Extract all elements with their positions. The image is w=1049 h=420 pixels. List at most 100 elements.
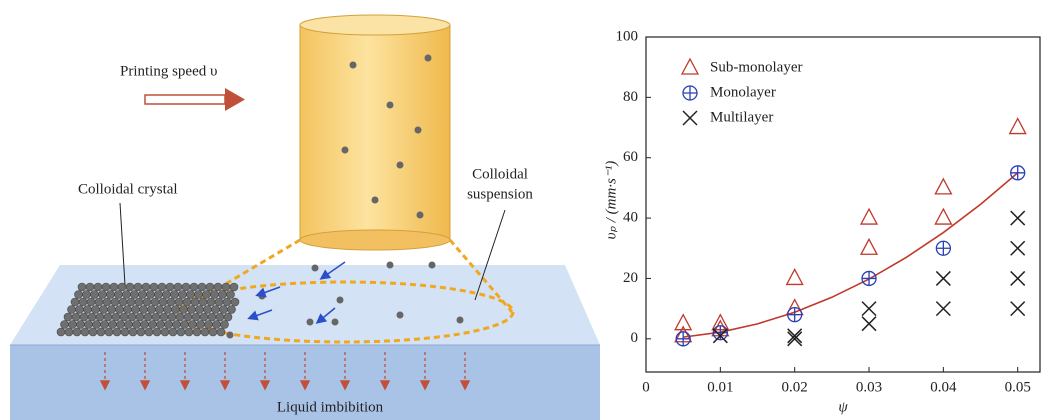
marker-cross [1010, 301, 1026, 317]
colloid [189, 282, 199, 292]
particle [456, 316, 464, 324]
colloid [158, 297, 168, 307]
colloid [83, 305, 92, 314]
colloid [77, 282, 87, 292]
y-axis-label: υₚ / (mm·s⁻¹) [603, 161, 619, 240]
colloid [142, 297, 152, 307]
colloid [136, 327, 146, 337]
colloid [195, 305, 204, 314]
colloid [230, 297, 240, 307]
colloid [194, 290, 203, 299]
colloid [218, 290, 227, 299]
colloid [191, 312, 201, 322]
colloid [114, 290, 123, 299]
colloid [135, 312, 145, 322]
colloid [183, 312, 193, 322]
x-tick-label: 0.05 [1005, 379, 1031, 395]
colloid [213, 282, 223, 292]
y-tick-label: 60 [623, 149, 638, 165]
colloid [101, 282, 111, 292]
colloid [173, 282, 183, 292]
colloid [210, 290, 219, 299]
colloid [71, 312, 81, 322]
legend-label: Sub-monolayer [710, 59, 802, 75]
colloid [133, 282, 143, 292]
marker-triangle [934, 177, 953, 195]
colloid [94, 297, 104, 307]
legend-label: Multilayer [710, 109, 773, 125]
marker-cross [1010, 270, 1026, 286]
colloid [220, 320, 229, 329]
colloid [190, 297, 200, 307]
colloid [202, 290, 211, 299]
colloid [223, 312, 233, 322]
colloid [196, 320, 205, 329]
colloid [171, 305, 180, 314]
y-tick-label: 40 [623, 210, 638, 226]
colloid [175, 312, 185, 322]
colloid [109, 282, 119, 292]
colloid [88, 327, 98, 337]
colloid [155, 305, 164, 314]
fit-curve [683, 172, 1019, 338]
colloid [214, 297, 224, 307]
marker-cross [1010, 210, 1026, 226]
particle [428, 261, 436, 269]
colloid [181, 282, 191, 292]
particle [424, 54, 432, 62]
colloid [140, 320, 149, 329]
marker-circle-plus [787, 307, 803, 323]
flow-arrow [315, 307, 336, 324]
colloid [68, 320, 77, 329]
particle [336, 296, 344, 304]
marker-triangle [934, 207, 953, 225]
colloid [216, 327, 226, 337]
colloid [74, 290, 83, 299]
diagram: Printing speed υ Colloidal crystal Collo… [10, 14, 600, 420]
colloid [111, 312, 121, 322]
colloid [122, 290, 131, 299]
marker-triangle [785, 268, 804, 286]
colloid [144, 327, 154, 337]
colloid [91, 305, 100, 314]
colloid [186, 290, 195, 299]
colloid [148, 320, 157, 329]
crystal-label: Colloidal crystal [78, 181, 178, 197]
marker-cross [712, 328, 728, 344]
marker-cross [861, 316, 877, 332]
colloid [159, 312, 169, 322]
colloid [86, 297, 96, 307]
colloid [203, 305, 212, 314]
colloid [102, 297, 112, 307]
colloid [132, 320, 141, 329]
x-tick-label: 0.03 [856, 379, 882, 395]
colloid [176, 327, 186, 337]
colloid [167, 312, 177, 322]
colloid [92, 320, 101, 329]
colloid [170, 290, 179, 299]
colloid [143, 312, 153, 322]
colloid [70, 297, 80, 307]
colloid [131, 305, 140, 314]
colloid [229, 282, 239, 292]
colloid [67, 305, 76, 314]
particle [226, 331, 234, 339]
colloid [212, 320, 221, 329]
colloid [149, 282, 159, 292]
colloid [138, 290, 147, 299]
plot-frame [645, 36, 1041, 373]
colloid [84, 320, 93, 329]
nozzle-bottom [299, 229, 451, 251]
marker-cross [935, 301, 951, 317]
particle [371, 196, 379, 204]
dash-line [177, 238, 301, 314]
colloid [164, 320, 173, 329]
colloid [112, 327, 122, 337]
flow-arrow [247, 309, 273, 321]
colloid [197, 282, 207, 292]
colloid [99, 305, 108, 314]
marker-triangle [859, 237, 879, 255]
marker-circle-plus [712, 325, 728, 341]
colloid [222, 297, 232, 307]
colloid [96, 327, 106, 337]
